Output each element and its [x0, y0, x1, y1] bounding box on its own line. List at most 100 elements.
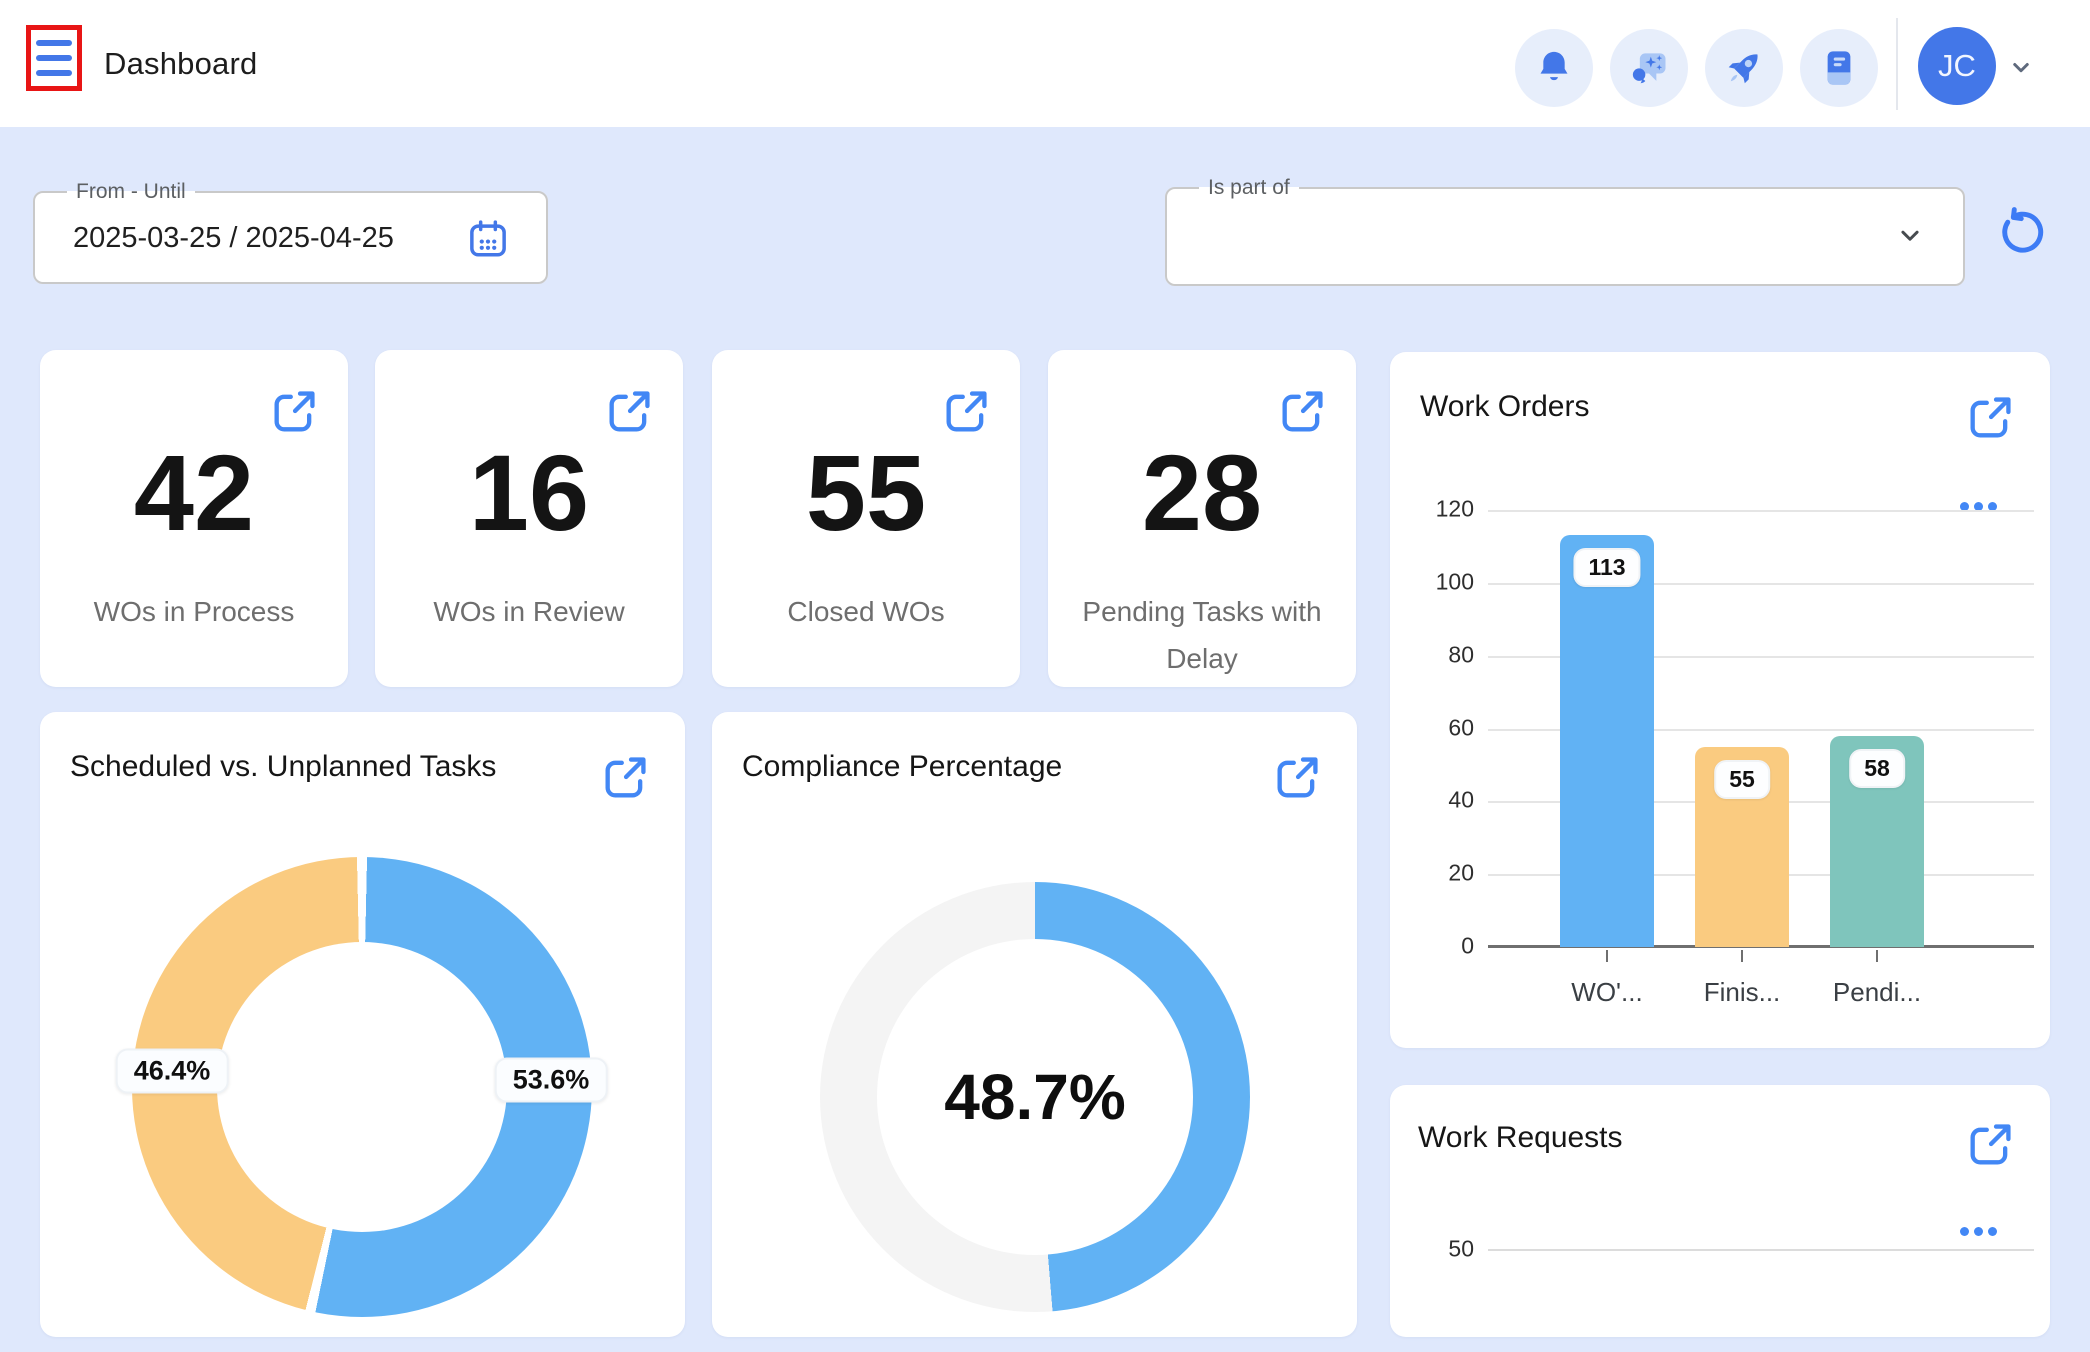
kpi-value: 28	[1141, 432, 1263, 553]
calendar-icon[interactable]	[466, 217, 510, 261]
gridline	[1488, 655, 2034, 658]
page-title: Dashboard	[104, 45, 258, 81]
work-orders-plot: 120 100 80 60 40 20 0 113 WO'... 55 Finis... 58 Pend…	[1390, 352, 2050, 1048]
y-axis-tick-label: 50	[1448, 1235, 1474, 1262]
y-axis-tick-label: 100	[1435, 568, 1474, 595]
kpi-label: Pending Tasks with Delay	[1082, 596, 1322, 674]
x-axis-category-label: Pendi...	[1832, 977, 1922, 1007]
ai-chat-button[interactable]	[1610, 29, 1688, 107]
open-in-new-button[interactable]	[1276, 386, 1328, 438]
open-in-new-button[interactable]	[603, 386, 655, 438]
bar-value-label: 113	[1573, 548, 1641, 587]
work-orders-card: Work Orders 120 100 80 60 40 20 0 113 WO'... 55 Fi…	[1390, 352, 2050, 1048]
kpi-card-wos-in-process: 42 WOs in Process	[40, 350, 348, 687]
external-link-icon	[946, 391, 987, 432]
dot	[1987, 1226, 1997, 1236]
kpi-label: Closed WOs	[787, 596, 945, 627]
hamburger-icon	[36, 70, 72, 76]
kpi-card-pending-tasks: 28 Pending Tasks with Delay	[1048, 350, 1356, 687]
work-requests-title: Work Requests	[1418, 1121, 1623, 1154]
external-link-icon	[1277, 757, 1318, 798]
x-axis-category-label: Finis...	[1703, 977, 1781, 1007]
date-range-label: From - Until	[76, 180, 186, 203]
dot	[1987, 501, 1997, 511]
gridline	[1488, 510, 2034, 512]
unplanned-slice-label: 46.4%	[115, 1048, 229, 1094]
hamburger-menu-button[interactable]	[26, 25, 82, 91]
external-link-icon	[274, 391, 315, 432]
rocket-icon	[1728, 54, 1758, 84]
open-in-new-button[interactable]	[1964, 1119, 2016, 1171]
open-in-new-button[interactable]	[1964, 392, 2016, 444]
bell-icon	[1540, 51, 1568, 81]
dot	[1959, 1226, 1969, 1236]
kpi-card-closed-wos: 55 Closed WOs	[712, 350, 1020, 687]
open-in-new-button[interactable]	[268, 386, 320, 438]
is-part-of-inner	[1179, 206, 1951, 270]
avatar[interactable]: JC	[1918, 27, 1996, 105]
dot	[1973, 1226, 1983, 1236]
dot	[1959, 501, 1969, 511]
compliance-title: Compliance Percentage	[742, 750, 1063, 783]
bar-WO'...[interactable]	[1560, 535, 1654, 947]
chevron-down-icon[interactable]	[1893, 218, 1927, 252]
compliance-value: 48.7%	[944, 1061, 1126, 1133]
gridline	[1488, 582, 2034, 585]
external-link-icon	[1970, 397, 2011, 438]
open-in-new-button[interactable]	[1271, 752, 1323, 804]
date-range-field[interactable]: From - Until 2025-03-25 / 2025-04-25	[33, 180, 548, 284]
kpi-label: WOs in Review	[433, 596, 625, 627]
y-axis-tick-label: 120	[1435, 495, 1474, 522]
kpi-label: WOs in Process	[93, 596, 295, 627]
notebook-icon	[1827, 51, 1851, 85]
chat-sparkle-icon	[1632, 53, 1666, 84]
work-orders-title: Work Orders	[1420, 390, 1590, 423]
is-part-of-select[interactable]: Is part of	[1165, 176, 1965, 286]
bar-value-label: 58	[1849, 749, 1905, 788]
x-axis-category-label: WO'...	[1571, 977, 1643, 1007]
date-range-inner: 2025-03-25 / 2025-04-25	[47, 210, 534, 274]
dot	[1973, 501, 1983, 511]
compliance-card: Compliance Percentage 48.7%	[712, 712, 1357, 1337]
header-divider	[1896, 18, 1898, 110]
external-link-icon	[1970, 1124, 2011, 1165]
scheduled-vs-unplanned-title: Scheduled vs. Unplanned Tasks	[70, 750, 497, 783]
gridline	[1488, 728, 2034, 731]
y-axis-tick-label: 40	[1448, 786, 1474, 813]
y-axis-tick-label: 0	[1461, 932, 1474, 959]
y-axis-tick-label: 20	[1448, 859, 1474, 886]
kpi-value: 42	[133, 432, 255, 553]
x-axis-tick	[1876, 950, 1878, 962]
launch-button[interactable]	[1705, 29, 1783, 107]
donut-hole	[877, 939, 1193, 1255]
top-bar: Dashboard	[0, 0, 2090, 127]
external-link-icon	[605, 757, 646, 798]
chart-menu-button[interactable]	[1956, 494, 2000, 518]
y-axis-tick-label: 80	[1448, 641, 1474, 668]
scheduled-vs-unplanned-card: Scheduled vs. Unplanned Tasks 46.4% 53.6…	[40, 712, 685, 1337]
y-axis-tick-label: 60	[1448, 713, 1474, 740]
bar-value-label: 55	[1714, 760, 1770, 799]
donut-hole	[217, 942, 507, 1232]
chevron-down-icon	[2013, 63, 2029, 73]
open-in-new-button[interactable]	[940, 386, 992, 438]
kpi-card-wos-in-review: 16 WOs in Review	[375, 350, 683, 687]
compliance-donut[interactable]: 48.7%	[820, 882, 1250, 1312]
work-requests-card: Work Requests 50	[1390, 1085, 2050, 1337]
refresh-button[interactable]	[1992, 206, 2046, 260]
avatar-menu-chevron[interactable]	[2006, 52, 2036, 87]
docs-button[interactable]	[1800, 29, 1878, 107]
x-axis-tick	[1606, 950, 1608, 962]
scheduled-slice-label: 53.6%	[494, 1057, 608, 1103]
kpi-value: 16	[468, 432, 590, 553]
notifications-button[interactable]	[1515, 29, 1593, 107]
hamburger-icon	[36, 55, 72, 61]
kpi-value: 55	[805, 432, 927, 553]
hamburger-icon	[36, 40, 72, 46]
date-range-value[interactable]: 2025-03-25 / 2025-04-25	[73, 222, 394, 255]
open-in-new-button[interactable]	[599, 752, 651, 804]
external-link-icon	[609, 391, 650, 432]
refresh-icon	[2002, 207, 2044, 253]
chart-menu-button[interactable]	[1956, 1219, 2000, 1243]
x-axis-tick	[1741, 950, 1743, 962]
